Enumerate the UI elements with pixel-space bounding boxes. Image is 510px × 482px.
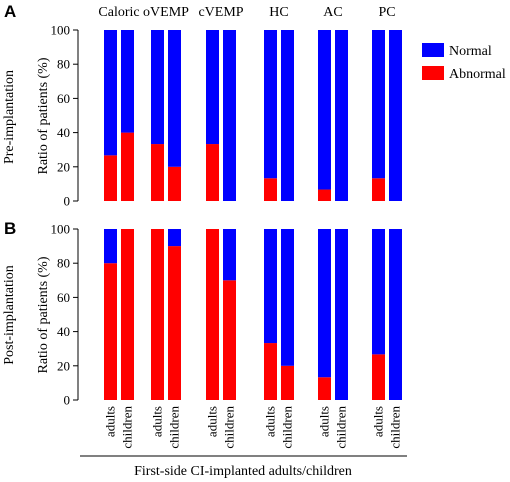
x-category-label-ac-children: children bbox=[334, 406, 349, 449]
bar-a-ovemp-adults-abnormal bbox=[151, 144, 164, 201]
group-label-pc: PC bbox=[378, 5, 395, 20]
bar-a-hc-adults-normal bbox=[264, 30, 277, 179]
legend-swatch-abnormal bbox=[422, 66, 444, 80]
x-category-label-ovemp-children: children bbox=[167, 406, 182, 449]
x-category-label-hc-children: children bbox=[280, 406, 295, 449]
y-tick-label-b-60: 60 bbox=[57, 290, 70, 305]
bar-a-pc-adults-normal bbox=[372, 30, 385, 179]
bar-b-pc-children-normal bbox=[389, 229, 402, 400]
panel-letter-a: A bbox=[4, 2, 16, 21]
y-tick-label-a-80: 80 bbox=[57, 57, 70, 72]
bar-b-cvemp-adults-abnormal bbox=[206, 229, 219, 400]
bar-a-ac-adults-normal bbox=[318, 30, 331, 190]
bar-b-pc-adults-normal bbox=[372, 229, 385, 355]
y-tick-label-b-80: 80 bbox=[57, 256, 70, 271]
group-label-cvemp: cVEMP bbox=[198, 5, 243, 20]
y-tick-label-a-0: 0 bbox=[64, 194, 71, 209]
y-axis-title-b: Ratio of patients (%) bbox=[36, 256, 51, 373]
bar-b-hc-adults-normal bbox=[264, 229, 277, 344]
bar-a-caloric-children-abnormal bbox=[121, 132, 134, 201]
group-label-ac: AC bbox=[323, 5, 342, 20]
x-category-label-pc-adults: adults bbox=[371, 406, 386, 437]
bar-b-ovemp-children-normal bbox=[168, 229, 181, 247]
group-label-caloric: Caloric bbox=[98, 5, 139, 20]
x-category-label-ovemp-adults: adults bbox=[150, 406, 165, 437]
y-tick-label-b-20: 20 bbox=[57, 358, 70, 373]
legend-label-abnormal: Abnormal bbox=[449, 67, 506, 82]
bar-a-cvemp-children-normal bbox=[223, 30, 236, 201]
bar-b-cvemp-children-abnormal bbox=[223, 280, 236, 400]
bar-a-caloric-children-normal bbox=[121, 30, 134, 133]
x-axis-title: First-side CI-implanted adults/children bbox=[134, 464, 352, 479]
bar-b-ac-adults-abnormal bbox=[318, 377, 331, 400]
group-label-ovemp: oVEMP bbox=[143, 5, 189, 20]
legend-label-normal: Normal bbox=[449, 44, 492, 59]
bar-b-ac-children-normal bbox=[335, 229, 348, 400]
bar-b-ovemp-adults-abnormal bbox=[151, 229, 164, 400]
bar-a-caloric-adults-abnormal bbox=[104, 155, 117, 201]
x-category-label-caloric-adults: adults bbox=[103, 406, 118, 437]
x-category-label-cvemp-adults: adults bbox=[205, 406, 220, 437]
bar-b-caloric-children-abnormal bbox=[121, 229, 134, 400]
bar-a-cvemp-adults-normal bbox=[206, 30, 219, 145]
y-tick-label-b-0: 0 bbox=[64, 393, 71, 408]
group-label-hc: HC bbox=[269, 5, 288, 20]
bar-b-hc-children-abnormal bbox=[281, 365, 294, 400]
bar-a-caloric-adults-normal bbox=[104, 30, 117, 156]
legend: Normal Abnormal bbox=[422, 43, 506, 82]
bar-a-ovemp-children-normal bbox=[168, 30, 181, 167]
bar-b-caloric-adults-normal bbox=[104, 229, 117, 264]
y-tick-label-a-40: 40 bbox=[57, 125, 70, 140]
bar-a-pc-children-normal bbox=[389, 30, 402, 201]
y-tick-label-b-100: 100 bbox=[51, 222, 71, 237]
x-category-label-hc-adults: adults bbox=[263, 406, 278, 437]
y-tick-label-a-20: 20 bbox=[57, 159, 70, 174]
bar-a-ovemp-children-abnormal bbox=[168, 166, 181, 201]
bar-b-ac-adults-normal bbox=[318, 229, 331, 378]
bar-a-hc-adults-abnormal bbox=[264, 178, 277, 201]
row-label-pre: Pre-implantation bbox=[2, 70, 17, 164]
row-label-post: Post-implantation bbox=[2, 265, 17, 365]
y-tick-label-b-40: 40 bbox=[57, 324, 70, 339]
bar-a-ac-children-normal bbox=[335, 30, 348, 201]
bar-b-ovemp-children-abnormal bbox=[168, 246, 181, 400]
x-category-label-ac-adults: adults bbox=[317, 406, 332, 437]
panel-letter-b: B bbox=[4, 219, 16, 238]
bar-b-cvemp-children-normal bbox=[223, 229, 236, 281]
bar-a-pc-adults-abnormal bbox=[372, 178, 385, 201]
legend-swatch-normal bbox=[422, 43, 444, 57]
bar-b-pc-adults-abnormal bbox=[372, 354, 385, 400]
x-category-label-caloric-children: children bbox=[120, 406, 135, 449]
bar-a-cvemp-adults-abnormal bbox=[206, 144, 219, 201]
bar-a-ac-adults-abnormal bbox=[318, 189, 331, 201]
y-tick-label-a-60: 60 bbox=[57, 91, 70, 106]
bar-b-hc-children-normal bbox=[281, 229, 294, 366]
bar-a-hc-children-normal bbox=[281, 30, 294, 201]
panel-a-plot: 0 20 40 60 80 100 Caloric oVEMP cVEMP HC AC PC bbox=[51, 5, 402, 209]
bar-a-ovemp-adults-normal bbox=[151, 30, 164, 145]
y-tick-label-a-100: 100 bbox=[51, 23, 71, 38]
x-category-label-pc-children: children bbox=[388, 406, 403, 449]
bar-b-hc-adults-abnormal bbox=[264, 343, 277, 400]
bar-b-caloric-adults-abnormal bbox=[104, 263, 117, 400]
y-axis-title-a: Ratio of patients (%) bbox=[36, 57, 51, 174]
x-category-label-cvemp-children: children bbox=[222, 406, 237, 449]
